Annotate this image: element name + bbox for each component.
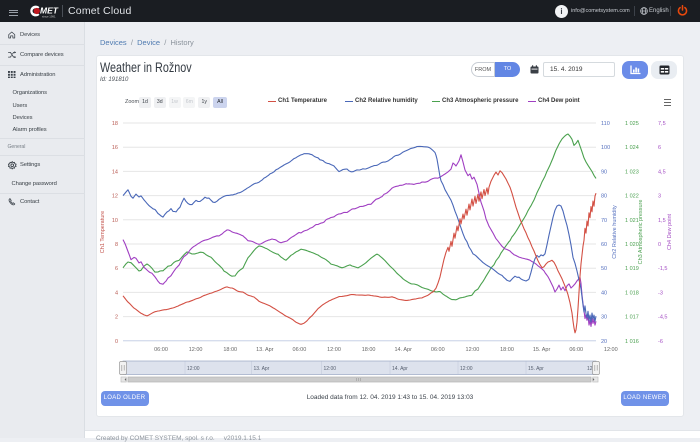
svg-text:15. Apr: 15. Apr	[533, 347, 551, 353]
svg-text:20: 20	[601, 339, 607, 345]
svg-text:1 022: 1 022	[625, 194, 639, 200]
svg-text:MET: MET	[40, 6, 59, 16]
svg-text:1 020: 1 020	[625, 242, 639, 248]
svg-text:80: 80	[601, 194, 607, 200]
svg-text:14: 14	[112, 169, 118, 175]
svg-text:12:00: 12:00	[327, 347, 341, 353]
svg-text:06:00: 06:00	[569, 347, 583, 353]
svg-text:40: 40	[601, 290, 607, 296]
svg-text:110: 110	[601, 121, 610, 127]
svg-text:1 024: 1 024	[625, 145, 639, 151]
svg-text:4,5: 4,5	[658, 169, 666, 175]
svg-text:6: 6	[658, 145, 661, 151]
svg-text:100: 100	[601, 145, 610, 151]
svg-text:1 016: 1 016	[625, 339, 639, 345]
svg-text:60: 60	[601, 242, 607, 248]
svg-text:1 018: 1 018	[625, 290, 639, 296]
svg-text:1 025: 1 025	[625, 121, 639, 127]
svg-text:2: 2	[115, 315, 118, 321]
svg-text:Ch1 Temperature: Ch1 Temperature	[100, 211, 106, 253]
svg-text:8: 8	[115, 242, 118, 248]
svg-text:1 019: 1 019	[625, 266, 639, 272]
svg-text:15. Apr: 15. Apr	[528, 366, 544, 372]
svg-text:-6: -6	[658, 339, 663, 345]
svg-text:13. Apr: 13. Apr	[256, 347, 274, 353]
svg-text:-1,5: -1,5	[658, 266, 667, 272]
svg-text:12:00: 12:00	[189, 347, 203, 353]
svg-text:12: 12	[112, 194, 118, 200]
svg-text:12:00: 12:00	[324, 366, 337, 372]
svg-text:Ch3 Atmospheric pressure: Ch3 Atmospheric pressure	[638, 200, 644, 265]
svg-text:-3: -3	[658, 290, 663, 296]
svg-text:13. Apr: 13. Apr	[254, 366, 270, 372]
svg-text:06:00: 06:00	[154, 347, 168, 353]
svg-text:Ch2 Relative humidity: Ch2 Relative humidity	[612, 205, 618, 259]
svg-text:18:00: 18:00	[500, 347, 514, 353]
svg-text:16: 16	[112, 145, 118, 151]
svg-text:1 017: 1 017	[625, 315, 639, 321]
svg-text:14. Apr: 14. Apr	[394, 347, 412, 353]
svg-text:Ch4 Dew point: Ch4 Dew point	[667, 213, 673, 250]
svg-text:-4,5: -4,5	[658, 315, 667, 321]
svg-text:1 023: 1 023	[625, 169, 639, 175]
svg-text:70: 70	[601, 218, 607, 224]
svg-text:12:00: 12:00	[604, 347, 618, 353]
svg-text:12:00: 12:00	[466, 347, 480, 353]
svg-text:12:00: 12:00	[187, 366, 200, 372]
svg-text:12:00: 12:00	[460, 366, 473, 372]
svg-text:1 021: 1 021	[625, 218, 639, 224]
svg-text:14. Apr: 14. Apr	[392, 366, 408, 372]
svg-text:30: 30	[601, 315, 607, 321]
svg-text:0: 0	[658, 242, 661, 248]
svg-text:90: 90	[601, 169, 607, 175]
svg-text:1,5: 1,5	[658, 218, 666, 224]
svg-text:10: 10	[112, 218, 118, 224]
svg-text:since 1991: since 1991	[42, 14, 56, 18]
svg-text:7,5: 7,5	[658, 121, 666, 127]
svg-text:50: 50	[601, 266, 607, 272]
svg-text:18:00: 18:00	[362, 347, 376, 353]
svg-text:06:00: 06:00	[431, 347, 445, 353]
svg-text:4: 4	[115, 290, 118, 296]
svg-text:06:00: 06:00	[293, 347, 307, 353]
svg-text:18: 18	[112, 121, 118, 127]
svg-text:6: 6	[115, 266, 118, 272]
svg-text:3: 3	[658, 194, 661, 200]
svg-text:0: 0	[115, 339, 118, 345]
svg-text:18:00: 18:00	[223, 347, 237, 353]
